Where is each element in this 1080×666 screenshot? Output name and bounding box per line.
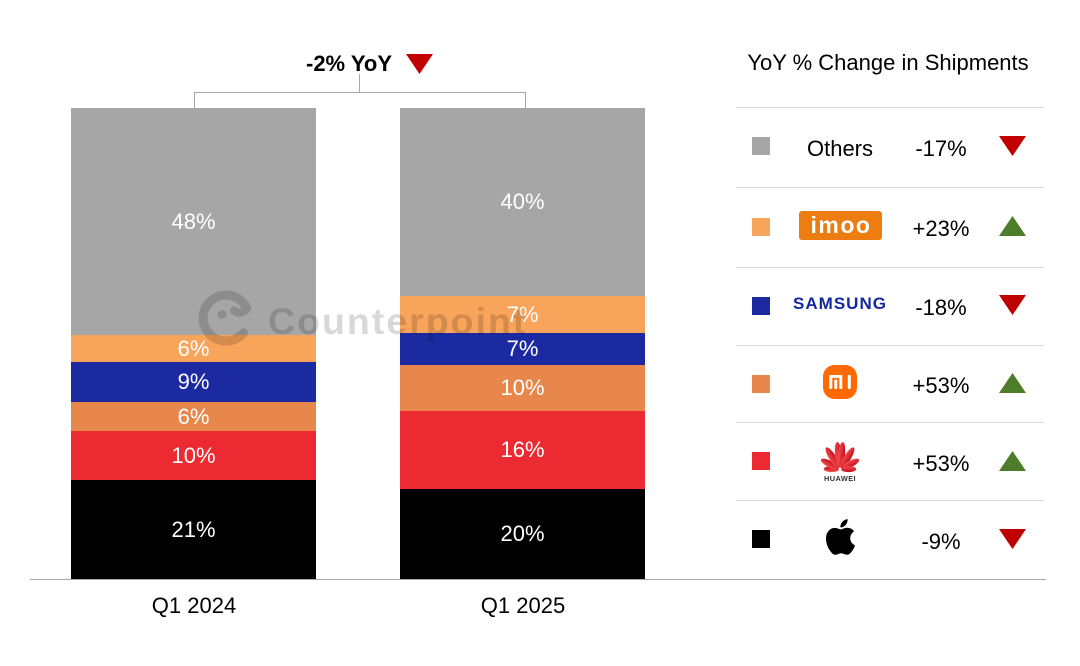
- svg-text:HUAWEI: HUAWEI: [824, 474, 856, 482]
